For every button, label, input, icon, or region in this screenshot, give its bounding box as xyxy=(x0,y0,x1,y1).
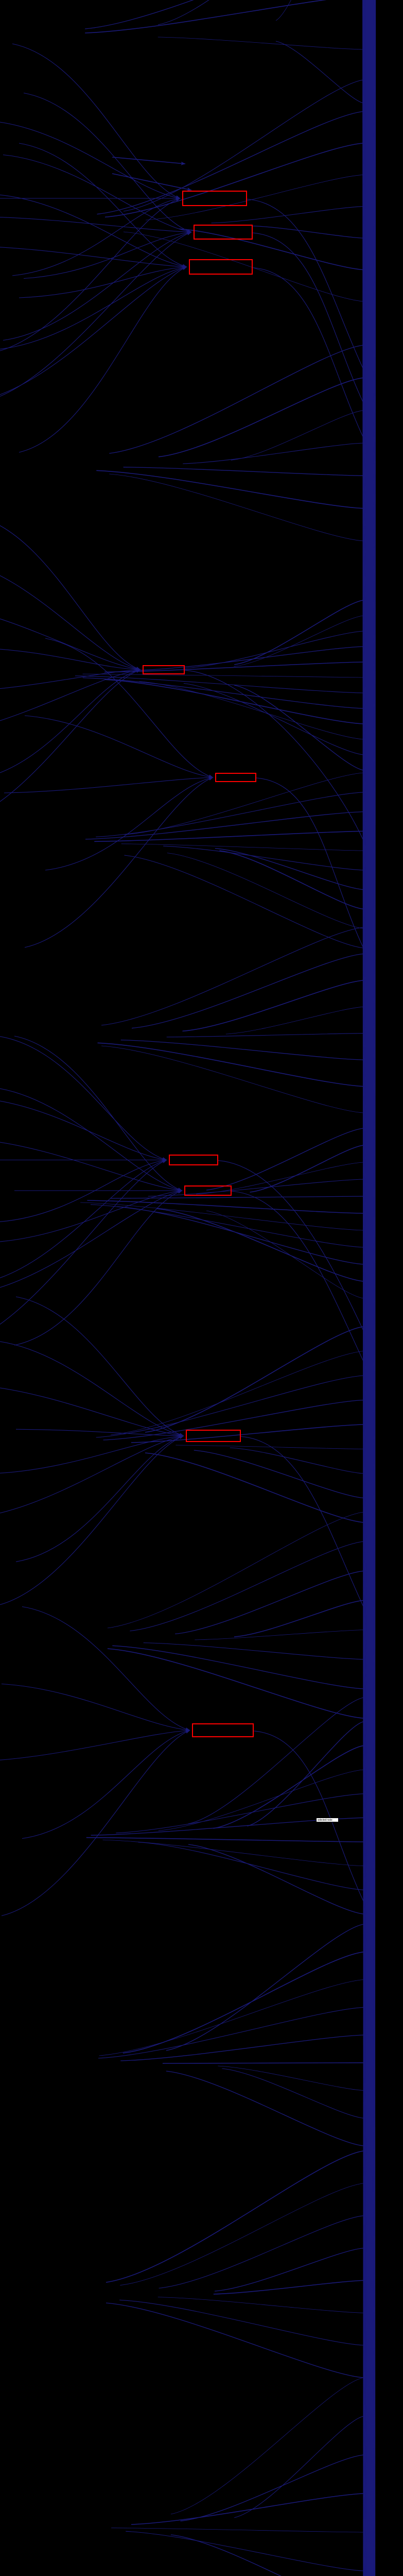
node-box[interactable] xyxy=(182,191,247,206)
node-label xyxy=(144,666,184,673)
node-box[interactable] xyxy=(169,1155,218,1165)
node-label xyxy=(187,1431,240,1441)
node-label xyxy=(216,774,255,781)
node-box[interactable] xyxy=(194,225,253,240)
node-box[interactable] xyxy=(186,1430,241,1442)
node-label xyxy=(183,192,246,205)
node-tooltip: selected node xyxy=(316,1818,339,1822)
node-box[interactable] xyxy=(192,1723,254,1737)
node-label xyxy=(190,260,252,274)
node-label xyxy=(170,1156,217,1164)
node-box[interactable] xyxy=(184,1185,232,1196)
node-box[interactable] xyxy=(189,259,253,275)
node-label xyxy=(195,226,252,239)
tooltip-label: selected node xyxy=(318,1819,332,1822)
node-label xyxy=(193,1724,253,1736)
node-box[interactable] xyxy=(215,773,256,782)
node-box[interactable] xyxy=(143,665,185,674)
node-label xyxy=(185,1187,231,1195)
